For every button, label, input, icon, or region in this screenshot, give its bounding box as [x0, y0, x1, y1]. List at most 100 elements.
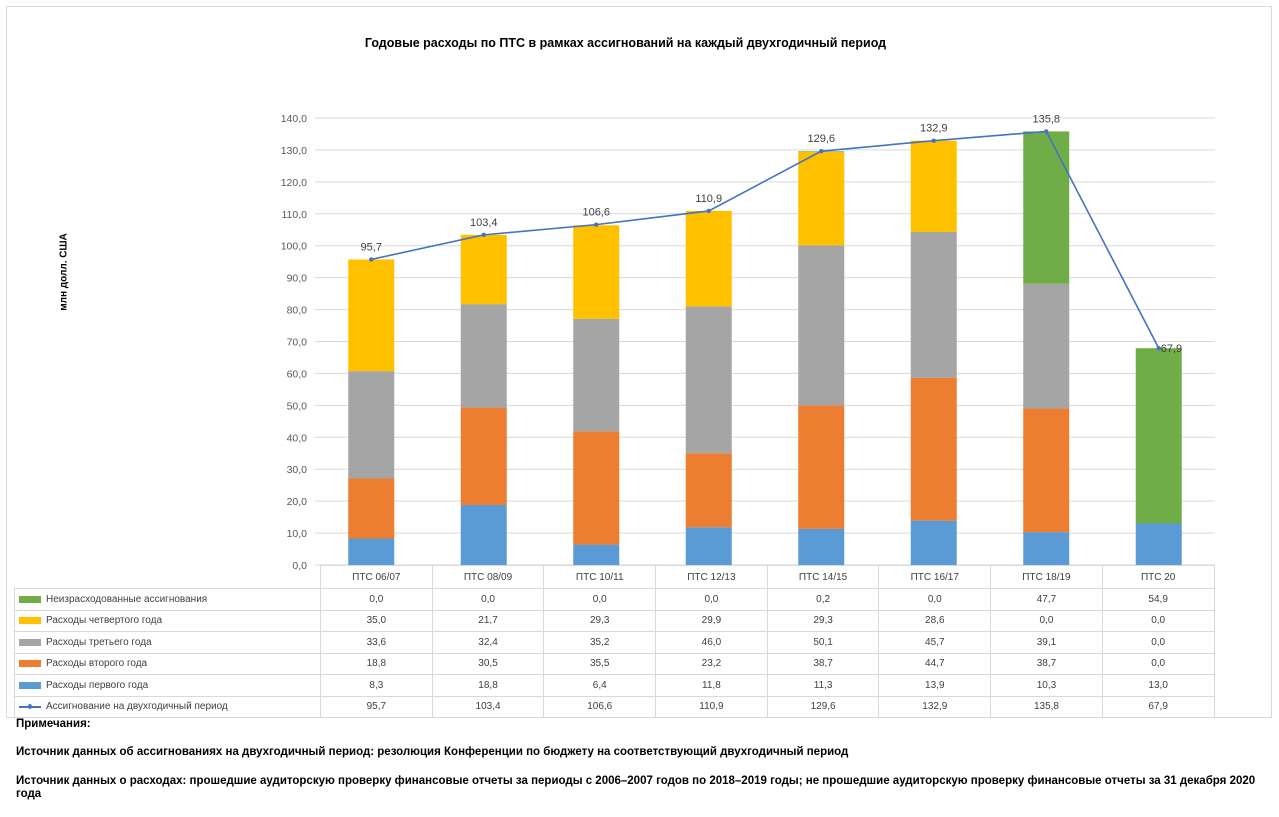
allocation-data-label: 95,7 — [361, 241, 382, 253]
table-cell: 46,0 — [655, 631, 768, 654]
bar-segment — [460, 304, 507, 408]
bar-segment — [460, 407, 507, 505]
table-cell: 0,0 — [431, 588, 545, 611]
table-cell: 11,3 — [766, 674, 880, 697]
table-header-row: ПТС 06/07 ПТС 08/09 ПТС 10/11 ПТС 12/13 ПТС … — [14, 565, 1215, 589]
series-name: Ассигнование на двухгодичный период — [46, 701, 228, 713]
bar-segment — [910, 140, 957, 232]
series-name: Расходы первого года — [46, 679, 149, 691]
allocation-data-label: 110,9 — [695, 193, 722, 205]
table-cell: 103,4 — [431, 695, 545, 718]
y-tick-label: 140,0 — [281, 113, 307, 125]
y-tick-label: 50,0 — [287, 400, 308, 412]
bar-segment — [910, 231, 957, 378]
table-cell: 38,7 — [990, 652, 1103, 675]
table-cell: 45,7 — [878, 631, 992, 654]
table-cell: 135,8 — [990, 695, 1103, 718]
series-name: Расходы второго года — [46, 658, 148, 670]
note-expenses-source: Источник данных о расходах: прошедшие ау… — [16, 775, 1256, 800]
table-cell: 35,0 — [320, 609, 433, 632]
allocation-point — [1156, 346, 1161, 351]
bar-segment — [685, 453, 732, 528]
table-row: Расходы четвертого года 35,0 21,7 29,3 29,9 2… — [14, 609, 1215, 632]
table-row: Расходы первого года 8,3 18,8 6,4 11,8 11,3 13… — [14, 674, 1215, 697]
table-row: Неизрасходованные ассигнования 0,0 0,0 0,0 0… — [14, 588, 1215, 611]
table-cell: 30,5 — [431, 652, 545, 675]
note-allocations-source: Источник данных об ассигнованиях на двух… — [16, 746, 849, 758]
allocation-line — [371, 130, 1160, 349]
bar-segment — [1135, 348, 1182, 524]
bar-segment — [460, 234, 507, 305]
allocation-data-label: 67,9 — [1161, 343, 1182, 355]
table-cell: 29,9 — [655, 609, 768, 632]
legend-line-key — [19, 703, 41, 709]
bar-segment — [798, 245, 845, 406]
legend-key — [19, 617, 41, 625]
bar-segment — [685, 210, 732, 307]
bar-segment — [1023, 131, 1070, 284]
y-tick-label: 10,0 — [287, 528, 308, 540]
table-cell: 13,9 — [878, 674, 992, 697]
category-label: ПТС 12/13 — [655, 565, 768, 589]
allocation-data-label: 135,8 — [1032, 113, 1060, 125]
y-tick-label: 40,0 — [287, 432, 308, 444]
bar-segment — [1023, 283, 1070, 409]
category-label: ПТС 16/17 — [878, 565, 992, 589]
table-cell: 28,6 — [878, 609, 992, 632]
bar-segment — [348, 259, 395, 372]
y-tick-label: 60,0 — [287, 368, 308, 380]
table-cell: 0,2 — [766, 588, 880, 611]
series-legend-label: Неизрасходованные ассигнования — [14, 588, 321, 611]
table-cell: 21,7 — [431, 609, 545, 632]
allocation-point — [594, 222, 599, 227]
series-legend-label: Расходы третьего года — [14, 631, 321, 654]
table-row: Ассигнование на двухгодичный период 95,7 1… — [14, 695, 1215, 718]
table-row: Расходы второго года 18,8 30,5 35,5 23,2 38,7… — [14, 652, 1215, 675]
table-cell: 132,9 — [878, 695, 992, 718]
stacked-bar-chart: 0,010,020,030,040,050,060,070,080,090,01… — [281, 113, 1215, 572]
bar-segment — [1023, 532, 1070, 565]
table-cell: 95,7 — [320, 695, 433, 718]
allocation-data-label: 106,6 — [582, 207, 610, 219]
category-label: ПТС 14/15 — [766, 565, 880, 589]
bar-segment — [685, 527, 732, 565]
bar-segment — [1135, 523, 1182, 565]
allocation-point — [819, 149, 824, 154]
bar-segment — [460, 504, 507, 565]
allocation-point — [706, 208, 711, 214]
allocation-data-label: 129,6 — [807, 133, 835, 145]
bar-segment — [910, 520, 957, 565]
table-cell: 18,8 — [320, 652, 433, 675]
table-cell: 0,0 — [543, 588, 657, 611]
bar-segment — [1023, 408, 1070, 533]
table-cell: 23,2 — [655, 652, 768, 675]
bar-segment — [685, 306, 732, 454]
category-label: ПТС 06/07 — [320, 565, 433, 589]
chart-frame — [6, 6, 1272, 718]
category-label: ПТС 18/19 — [990, 565, 1103, 589]
table-cell: 47,7 — [990, 588, 1103, 611]
y-tick-label: 30,0 — [287, 464, 308, 476]
allocation-point — [931, 138, 936, 143]
notes: Примечания: Источник данных об ассигнова… — [16, 718, 1266, 817]
category-label: ПТС 08/09 — [431, 565, 545, 589]
table-row: Расходы третьего года 33,6 32,4 35,2 46,0 50,… — [14, 631, 1215, 654]
bar-segment — [573, 225, 620, 319]
series-name: Расходы третьего года — [46, 636, 152, 648]
y-tick-label: 130,0 — [281, 145, 307, 157]
bar-segment — [573, 431, 620, 545]
table-cell: 0,0 — [1101, 609, 1215, 632]
table-cell: 106,6 — [543, 695, 657, 718]
table-cell: 110,9 — [655, 695, 768, 718]
table-cell: 29,3 — [543, 609, 657, 632]
bar-segment — [573, 544, 620, 565]
y-tick-label: 70,0 — [287, 337, 308, 349]
series-legend-label: Расходы второго года — [14, 652, 321, 675]
table-cell: 0,0 — [320, 588, 433, 611]
table-cell: 0,0 — [990, 609, 1103, 632]
y-tick-label: 90,0 — [287, 273, 308, 285]
allocation-point — [369, 257, 374, 262]
series-legend-label: Расходы первого года — [14, 674, 321, 697]
table-cell: 11,8 — [655, 674, 768, 697]
table-corner — [14, 565, 321, 589]
